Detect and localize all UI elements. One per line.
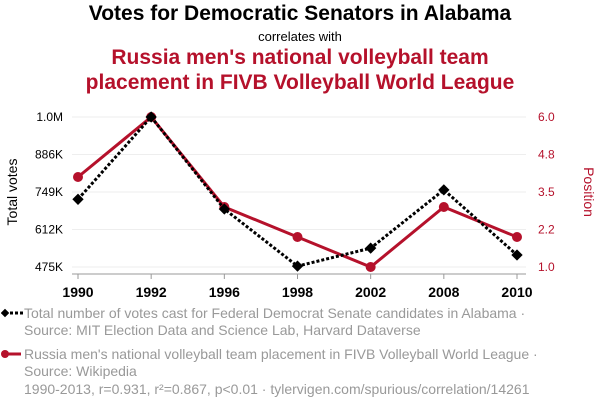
data-point-votes — [218, 203, 230, 215]
data-point-votes — [511, 249, 523, 261]
legend-item-series1: Total number of votes cast for Federal D… — [1, 305, 564, 339]
x-tick-label: 2002 — [355, 284, 386, 300]
y-tick-label-right: 6.0 — [538, 110, 555, 124]
data-point-votes — [365, 242, 377, 254]
title2-line1: Russia men's national volleyball team — [111, 46, 489, 69]
data-point-votes — [291, 260, 304, 272]
line-chart: 1.0M 886K 749K 612K 475K 6.0 4.8 3.5 2.2 1.0 1990 1… — [4, 110, 597, 300]
y-tick-label-left: 475K — [35, 260, 63, 274]
title2-line2: placement in FIVB Volleyball World Leagu… — [85, 71, 515, 94]
data-point-position — [512, 232, 522, 242]
data-point-votes — [438, 184, 450, 196]
y-tick-label-right: 3.5 — [538, 185, 555, 199]
x-tick-label: 1992 — [136, 284, 167, 300]
legend-label-series1: Total number of votes cast for Federal D… — [24, 305, 526, 338]
x-tick-label: 1996 — [209, 284, 240, 300]
y-axis-label-left: Total votes — [4, 159, 20, 226]
chart-title-secondary: Russia men's national volleyball team pl… — [0, 45, 600, 95]
data-point-position — [438, 202, 449, 212]
dotted-line-diamond-icon — [1, 308, 23, 318]
y-tick-label-right: 1.0 — [538, 260, 555, 274]
y-tick-label-left: 1.0M — [36, 110, 63, 124]
x-tick-label: 1998 — [282, 284, 313, 300]
data-point-position — [73, 172, 83, 182]
line-circle-icon — [1, 350, 21, 358]
x-tick-label: 2010 — [501, 284, 532, 300]
chart-footer: 1990-2013, r=0.931, r²=0.867, p<0.01 · t… — [24, 381, 530, 397]
data-point-position — [292, 232, 303, 242]
y-tick-label-left: 886K — [35, 148, 63, 162]
chart-subtitle: correlates with — [258, 29, 342, 44]
x-tick-label: 2008 — [428, 284, 459, 300]
y-tick-label-left: 749K — [35, 185, 63, 199]
legend-item-series2: Russia men's national volleyball team pl… — [1, 346, 564, 380]
x-tick-label: 1990 — [62, 284, 93, 300]
y-axis-label-right: Position — [581, 167, 597, 217]
y-tick-label-right: 4.8 — [538, 148, 555, 162]
legend-label-series2: Russia men's national volleyball team pl… — [24, 346, 538, 379]
y-tick-label-right: 2.2 — [538, 223, 555, 237]
chart-title: Votes for Democratic Senators in Alabama — [88, 2, 512, 25]
y-tick-label-left: 612K — [35, 223, 63, 237]
data-point-position — [365, 262, 376, 272]
